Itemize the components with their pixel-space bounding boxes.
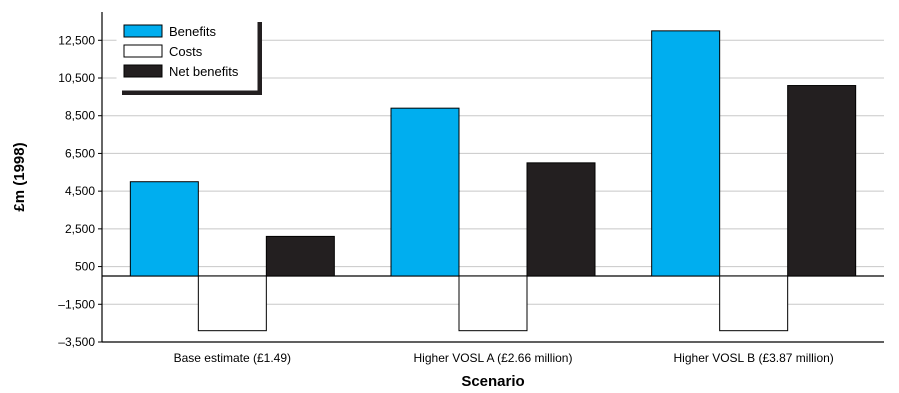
- y-tick-label: 500: [75, 260, 95, 274]
- legend-label: Net benefits: [169, 64, 239, 79]
- legend-swatch: [123, 24, 163, 38]
- bar-costs: [719, 275, 789, 332]
- x-category-label: Higher VOSL B (£3.87 million): [674, 351, 834, 365]
- bar-net-benefits: [265, 235, 335, 277]
- x-category-label: Base estimate (£1.49): [174, 351, 291, 365]
- y-tick-label: –3,500: [58, 335, 95, 349]
- x-category-label: Higher VOSL A (£2.66 million): [414, 351, 573, 365]
- y-axis-title: £m (1998): [11, 142, 28, 211]
- y-tick-label: 4,500: [65, 184, 95, 198]
- y-tick-label: –1,500: [58, 297, 95, 311]
- bar-costs: [458, 275, 528, 332]
- y-tick-label: 8,500: [65, 109, 95, 123]
- y-tick-label: 12,500: [58, 33, 95, 47]
- y-tick-label: 10,500: [58, 71, 95, 85]
- bar-benefits: [651, 30, 721, 277]
- x-axis-title: Scenario: [461, 373, 524, 390]
- bar-benefits: [390, 107, 460, 277]
- y-tick-label: 6,500: [65, 146, 95, 160]
- y-tick-label: 2,500: [65, 222, 95, 236]
- bar-net-benefits: [526, 162, 596, 277]
- legend-swatch: [123, 64, 163, 78]
- legend-label: Costs: [169, 44, 203, 59]
- legend-swatch: [123, 44, 163, 58]
- legend-label: Benefits: [169, 24, 216, 39]
- bar-net-benefits: [787, 85, 857, 277]
- bar-benefits: [129, 181, 199, 277]
- bar-costs: [197, 275, 267, 332]
